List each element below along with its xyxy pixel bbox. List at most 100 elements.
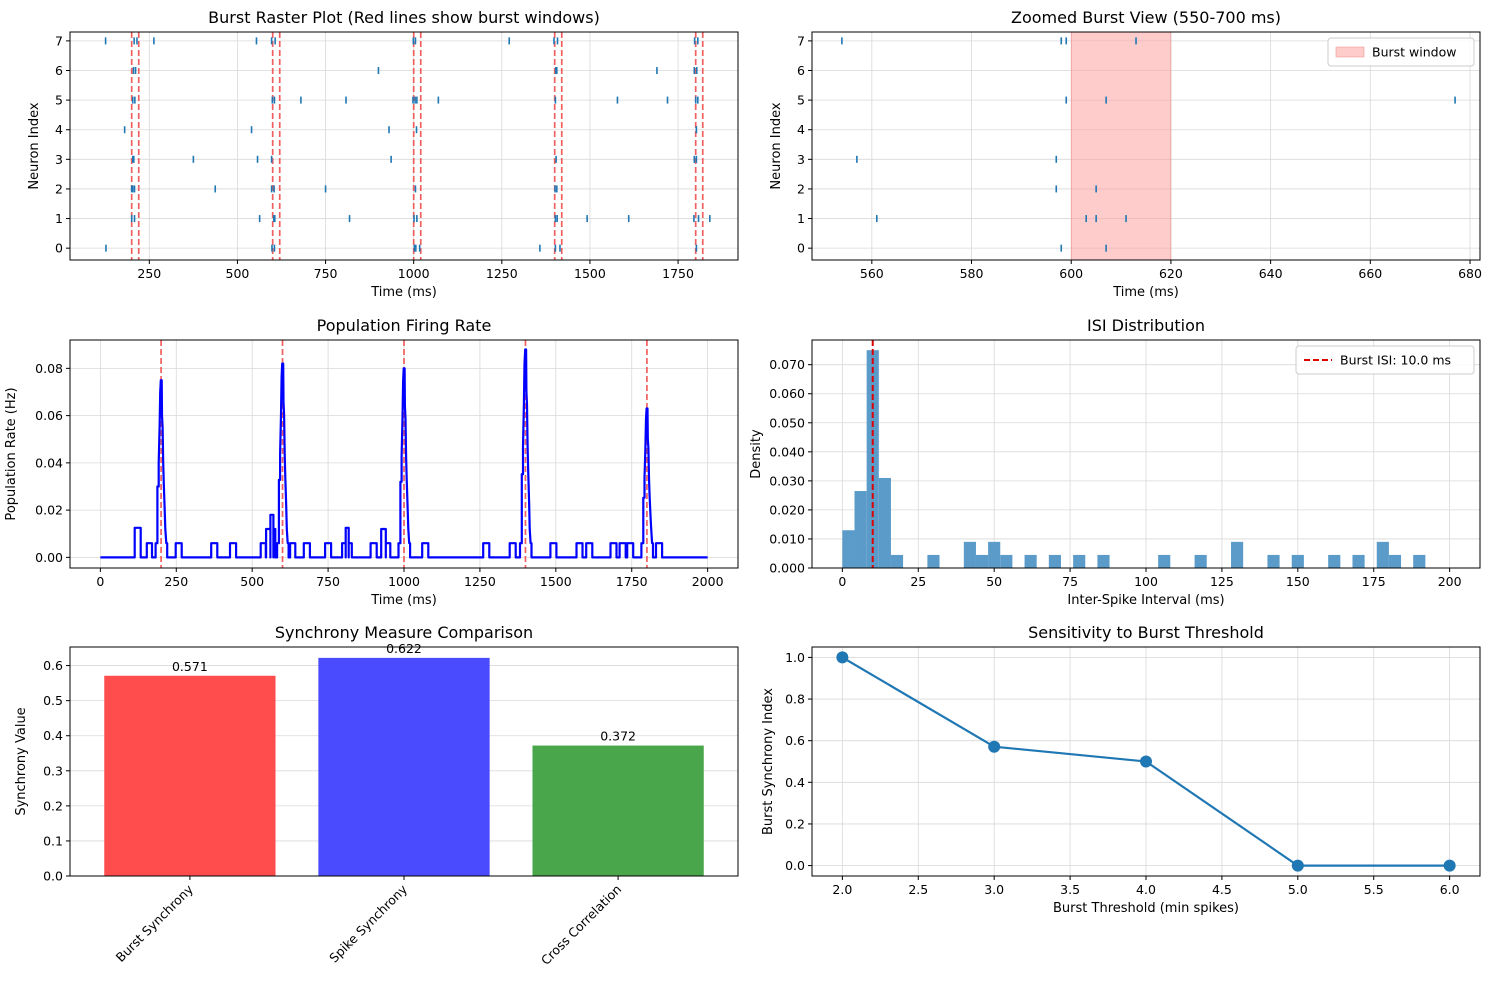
y-tick-label: 4 <box>55 122 63 137</box>
x-tick-label: 250 <box>164 574 188 589</box>
histogram-bar <box>1158 554 1171 568</box>
chart-title: Sensitivity to Burst Threshold <box>1028 623 1264 642</box>
y-axis-label: Density <box>749 429 764 479</box>
grid <box>70 32 738 260</box>
x-tick-label: 1500 <box>574 266 606 281</box>
histogram-bar <box>1291 554 1304 568</box>
y-tick-label: 0.030 <box>769 473 805 488</box>
bar-value-label: 0.571 <box>172 659 208 674</box>
y-tick-label: 6 <box>797 63 805 78</box>
x-tick-label: 5.0 <box>1288 882 1308 897</box>
y-tick-label: 0.0 <box>43 869 63 884</box>
histogram-bar <box>1048 554 1061 568</box>
y-tick-label: 0.040 <box>769 444 805 459</box>
y-tick-label: 0.3 <box>43 763 63 778</box>
x-tick-label: 250 <box>137 266 161 281</box>
y-axis-label: Burst Synchrony Index <box>761 688 776 835</box>
y-tick-label: 0.5 <box>43 693 63 708</box>
y-tick-label: 0.050 <box>769 415 805 430</box>
histogram-bar <box>975 554 989 568</box>
x-tick-label: 620 <box>1159 266 1183 281</box>
x-tick-label: 1750 <box>616 574 648 589</box>
histogram-bar <box>963 541 976 568</box>
x-tick-label: 750 <box>316 574 340 589</box>
bar-cross-correlation <box>532 745 704 876</box>
legend-box <box>1295 345 1475 375</box>
x-tick-label: 50 <box>986 574 1002 589</box>
x-tick-label: 0 <box>838 574 846 589</box>
y-tick-label: 0.06 <box>35 408 63 423</box>
y-tick-label: 1 <box>797 211 805 226</box>
y-tick-label: 0.020 <box>769 502 805 517</box>
y-axis-label: Synchrony Value <box>14 707 29 815</box>
burst-window-span <box>1070 31 1172 261</box>
y-tick-label: 5 <box>55 93 63 108</box>
legend-label: Burst window <box>1372 45 1456 60</box>
y-tick-label: 0.2 <box>785 816 805 831</box>
histogram-bar <box>854 491 867 568</box>
x-tick-label: 6.0 <box>1440 882 1460 897</box>
x-tick-label: 175 <box>1362 574 1386 589</box>
histogram-bar <box>1073 554 1086 568</box>
histogram-bar <box>988 541 1001 568</box>
histogram-bar <box>1000 554 1013 568</box>
axes-frame <box>69 31 739 261</box>
histogram-bar <box>1231 541 1244 568</box>
x-tick-label: 500 <box>240 574 264 589</box>
histogram-bar <box>1267 554 1280 568</box>
grid <box>812 340 1480 569</box>
histogram-bar <box>1352 554 1365 568</box>
x-axis-label: Burst Threshold (min spikes) <box>1053 901 1239 916</box>
y-tick-label: 1 <box>55 211 63 226</box>
x-tick-label: 560 <box>860 266 884 281</box>
histogram-bar <box>1024 554 1037 568</box>
legend-box <box>1327 37 1475 67</box>
y-tick-label: 0.000 <box>769 561 805 576</box>
x-tick-label: 4.5 <box>1212 882 1232 897</box>
y-tick-label: 0.04 <box>35 455 63 470</box>
legend-swatch <box>1335 46 1365 58</box>
x-tick-label: 1500 <box>540 574 572 589</box>
chart-title: Burst Raster Plot (Red lines show burst … <box>208 8 600 27</box>
y-tick-label: 2 <box>797 181 805 196</box>
subplot-synchrony-comparison: 0.571 Burst Synchrony 0.622 Spike Synchrony… <box>14 623 739 968</box>
subplot-population-rate: 0 250 500 750 1000 1250 1500 1750 2000 0.00 0.02 0.… <box>4 316 739 608</box>
y-tick-label: 2 <box>55 181 63 196</box>
y-tick-label: 0.4 <box>785 775 805 790</box>
x-tick-label: 3.0 <box>984 882 1004 897</box>
legend-label: Burst ISI: 10.0 ms <box>1340 353 1451 368</box>
histogram-bar <box>1328 554 1341 568</box>
x-tick-label: 5.5 <box>1364 882 1384 897</box>
data-point <box>1443 859 1456 872</box>
x-tick-label: 640 <box>1259 266 1283 281</box>
x-axis-label: Time (ms) <box>370 593 437 608</box>
y-tick-label: 0.8 <box>785 692 805 707</box>
y-tick-label: 5 <box>797 93 805 108</box>
x-tick-label: 4.0 <box>1136 882 1156 897</box>
y-tick-label: 0.1 <box>43 833 63 848</box>
x-tick-label: 1250 <box>464 574 496 589</box>
subplot-burst-raster: 250 500 750 1000 1250 1500 1750 0 1 2 3 4 5 6 7 Burst R… <box>27 8 739 300</box>
x-tick-label: 1000 <box>398 266 430 281</box>
y-axis-label: Population Rate (Hz) <box>4 387 19 520</box>
data-point <box>836 651 849 664</box>
bar-value-label: 0.372 <box>600 729 636 744</box>
axes-frame <box>69 646 739 877</box>
data-point <box>1291 859 1304 872</box>
x-axis-label: Time (ms) <box>370 285 437 300</box>
x-tick-label: 3.5 <box>1060 882 1080 897</box>
histogram-bar <box>1413 554 1426 568</box>
x-tick-label: 75 <box>1062 574 1078 589</box>
y-tick-label: 0 <box>55 241 63 256</box>
bar-value-label: 0.622 <box>386 641 422 656</box>
y-tick-label: 0.010 <box>769 531 805 546</box>
x-tick-label: 660 <box>1358 266 1382 281</box>
histogram-bar <box>1097 554 1110 568</box>
y-tick-label: 0.0 <box>785 858 805 873</box>
x-tick-label: 150 <box>1286 574 1310 589</box>
x-axis-label: Time (ms) <box>1112 285 1179 300</box>
subplot-threshold-sensitivity: 2.0 2.5 3.0 3.5 4.0 4.5 5.0 5.5 6.0 0.0 0.2 0.4 0.6 0… <box>761 623 1481 916</box>
y-axis-label: Neuron Index <box>27 102 42 189</box>
x-tick-label: 1750 <box>662 266 694 281</box>
x-tick-label: Burst Synchrony <box>113 881 197 965</box>
